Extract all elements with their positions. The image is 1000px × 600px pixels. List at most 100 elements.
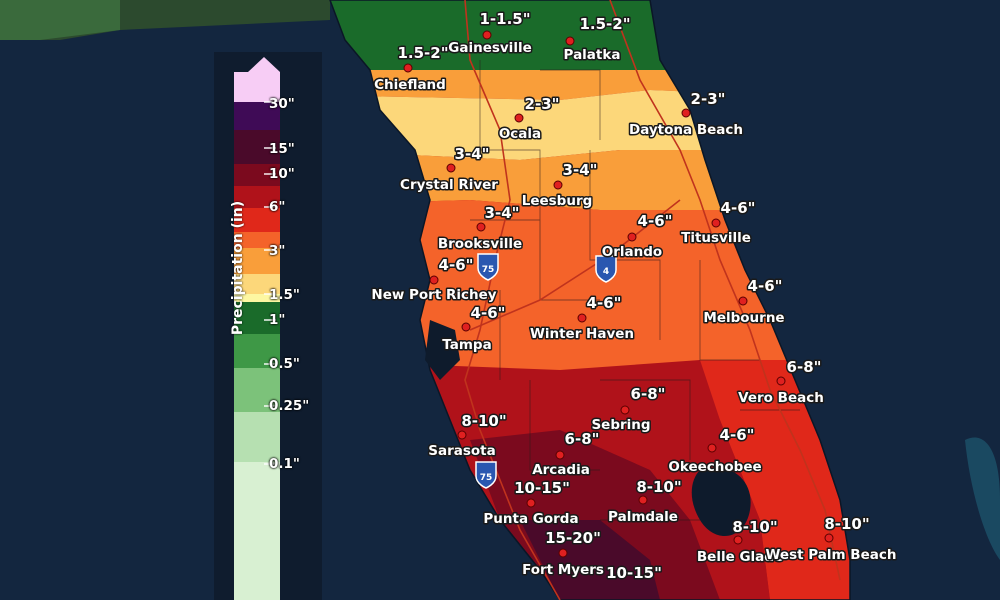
- location-dot: [711, 218, 721, 228]
- legend-swatch-1.5-2: [234, 274, 280, 294]
- amount-label: 4-6": [587, 294, 622, 312]
- city-label: Chiefland: [374, 77, 446, 93]
- amount-label: 2-3": [525, 95, 560, 113]
- legend-swatch-0.1-0.25: [234, 368, 280, 412]
- city-label: Sarasota: [428, 443, 495, 459]
- location-dot: [429, 275, 439, 285]
- location-winter-haven: 4-6" Winter Haven: [528, 293, 635, 344]
- location-dot: [558, 548, 568, 558]
- location-melbourne: 4-6" Melbourne: [702, 276, 786, 328]
- location-ocala: 2-3" Ocala: [497, 94, 561, 144]
- city-label: Tampa: [442, 337, 491, 353]
- city-label: Melbourne: [703, 310, 784, 326]
- location-dot: [514, 113, 524, 123]
- i75-shield-south-label: 75: [480, 473, 493, 483]
- legend-swatch-0.05-0.1: [234, 412, 280, 462]
- location-crystal-river: 3-4" Crystal River: [399, 144, 500, 195]
- location-titusville: 4-6" Titusville: [680, 198, 757, 248]
- location-dot: [446, 163, 456, 173]
- legend-swatch-3-4: [234, 232, 280, 248]
- legend-swatch-15-30: [234, 102, 280, 130]
- lake-okeechobee: [691, 467, 751, 537]
- location-dot: [824, 533, 834, 543]
- i75-shield-north: 75: [477, 253, 499, 281]
- amount-label: 4-6": [439, 256, 474, 274]
- location-daytona-beach: 2-3" Daytona Beach: [627, 89, 744, 140]
- georgia-land: [0, 0, 120, 40]
- legend-swatch-2-3: [234, 248, 280, 274]
- amount-label: 4-6": [471, 304, 506, 322]
- location-dot: [526, 498, 536, 508]
- location-new-port-richey: 4-6" New Port Richey: [370, 255, 498, 305]
- location-dot: [738, 296, 748, 306]
- legend-tick-30: 30": [269, 96, 295, 112]
- location-dot: [577, 313, 587, 323]
- legend-tick-0.25: 0.25": [269, 398, 310, 414]
- amount-label: 6-8": [787, 358, 822, 376]
- location-dot: [565, 36, 575, 46]
- legend-title: Precipitation (in): [230, 200, 246, 336]
- location-fort-myers: 15-20" Fort Myers: [521, 528, 606, 580]
- precipitation-legend: [214, 52, 322, 600]
- location-dot: [776, 376, 786, 386]
- city-label: Palmdale: [608, 509, 678, 525]
- location-tampa: 4-6" Tampa: [441, 303, 507, 355]
- amount-label: 4-6": [638, 212, 673, 230]
- legend-tick-15: 15": [269, 141, 295, 157]
- legend-swatch-0.01-0.05: [234, 462, 280, 600]
- city-label: Winter Haven: [530, 326, 634, 342]
- city-label: New Port Richey: [371, 287, 496, 303]
- legend-tick-6: 6": [269, 199, 286, 215]
- amount-label: 10-15": [606, 564, 662, 582]
- location-sarasota: 8-10" Sarasota: [427, 411, 508, 461]
- location-brooksville: 3-4" Brooksville: [436, 203, 523, 254]
- amount-label: 1.5-2": [579, 15, 630, 33]
- location-dot: [553, 180, 563, 190]
- location-sebring: 6-8" Sebring: [590, 384, 667, 435]
- city-label: Titusville: [681, 230, 751, 246]
- city-label: Leesburg: [522, 193, 593, 209]
- legend-tick-0.1: 0.1": [269, 456, 300, 472]
- location-dot: [620, 405, 630, 415]
- legend-swatch-30: [234, 72, 280, 102]
- legend-tick-10: 10": [269, 166, 295, 182]
- location-dot: [733, 535, 743, 545]
- legend-tick-0.5: 0.5": [269, 356, 300, 372]
- legend-swatch-4-6: [234, 208, 280, 232]
- amount-label: 8-10": [461, 412, 506, 430]
- location-chiefland: 1.5-2" Chiefland: [373, 43, 450, 95]
- amount-label: 6-8": [565, 430, 600, 448]
- location-west-palm-beach: 8-10" West Palm Beach: [764, 514, 898, 565]
- amount-label: 8-10": [732, 518, 777, 536]
- location-palmdale: 8-10" Palmdale: [607, 477, 684, 527]
- legend-swatch-0.5-1: [234, 302, 280, 334]
- location-dot: [476, 222, 486, 232]
- amount-label: 8-10": [824, 515, 869, 533]
- location-leesburg: 3-4" Leesburg: [520, 160, 599, 211]
- location-dot: [555, 450, 565, 460]
- city-label: West Palm Beach: [766, 547, 897, 563]
- amount-label: 1.5-2": [397, 44, 448, 62]
- legend-swatch-0.25-0.5: [234, 334, 280, 368]
- legend-colorbar: [234, 57, 280, 600]
- amount-label: 3-4": [455, 145, 490, 163]
- city-label: Palatka: [564, 47, 621, 63]
- location-dot: [403, 63, 413, 73]
- city-label: Orlando: [602, 244, 662, 260]
- location-dot: [482, 30, 492, 40]
- amount-label: 15-20": [545, 529, 601, 547]
- legend-arrow-icon: [248, 57, 280, 72]
- location-dot: [461, 322, 471, 332]
- location-dot: [681, 108, 691, 118]
- city-label: Daytona Beach: [629, 122, 743, 138]
- amount-label: 3-4": [485, 204, 520, 222]
- i4-shield: 4: [595, 255, 617, 283]
- city-label: Ocala: [499, 126, 541, 142]
- amount-label: 2-3": [691, 90, 726, 108]
- amount-label: 8-10": [636, 478, 681, 496]
- location-dot: [707, 443, 717, 453]
- legend-swatch-10-15: [234, 130, 280, 164]
- location-dot: [627, 232, 637, 242]
- city-label: Gainesville: [448, 40, 531, 56]
